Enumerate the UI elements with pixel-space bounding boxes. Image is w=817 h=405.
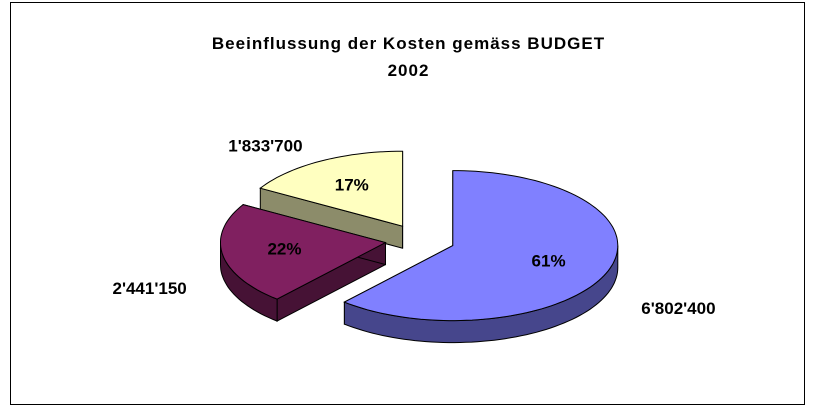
- slice: [259, 150, 404, 227]
- slice: [343, 170, 619, 322]
- value-label: 1'833'700: [228, 136, 302, 155]
- percent-label: 17%: [335, 175, 369, 194]
- chart-title: Beeinflussung der Kosten gemäss BUDGET 2…: [211, 34, 606, 80]
- slice: [220, 204, 387, 300]
- value-label: 6'802'400: [641, 299, 715, 318]
- percent-label: 61%: [532, 251, 566, 270]
- percent-label: 22%: [267, 240, 301, 259]
- value-label: 2'441'150: [112, 279, 186, 298]
